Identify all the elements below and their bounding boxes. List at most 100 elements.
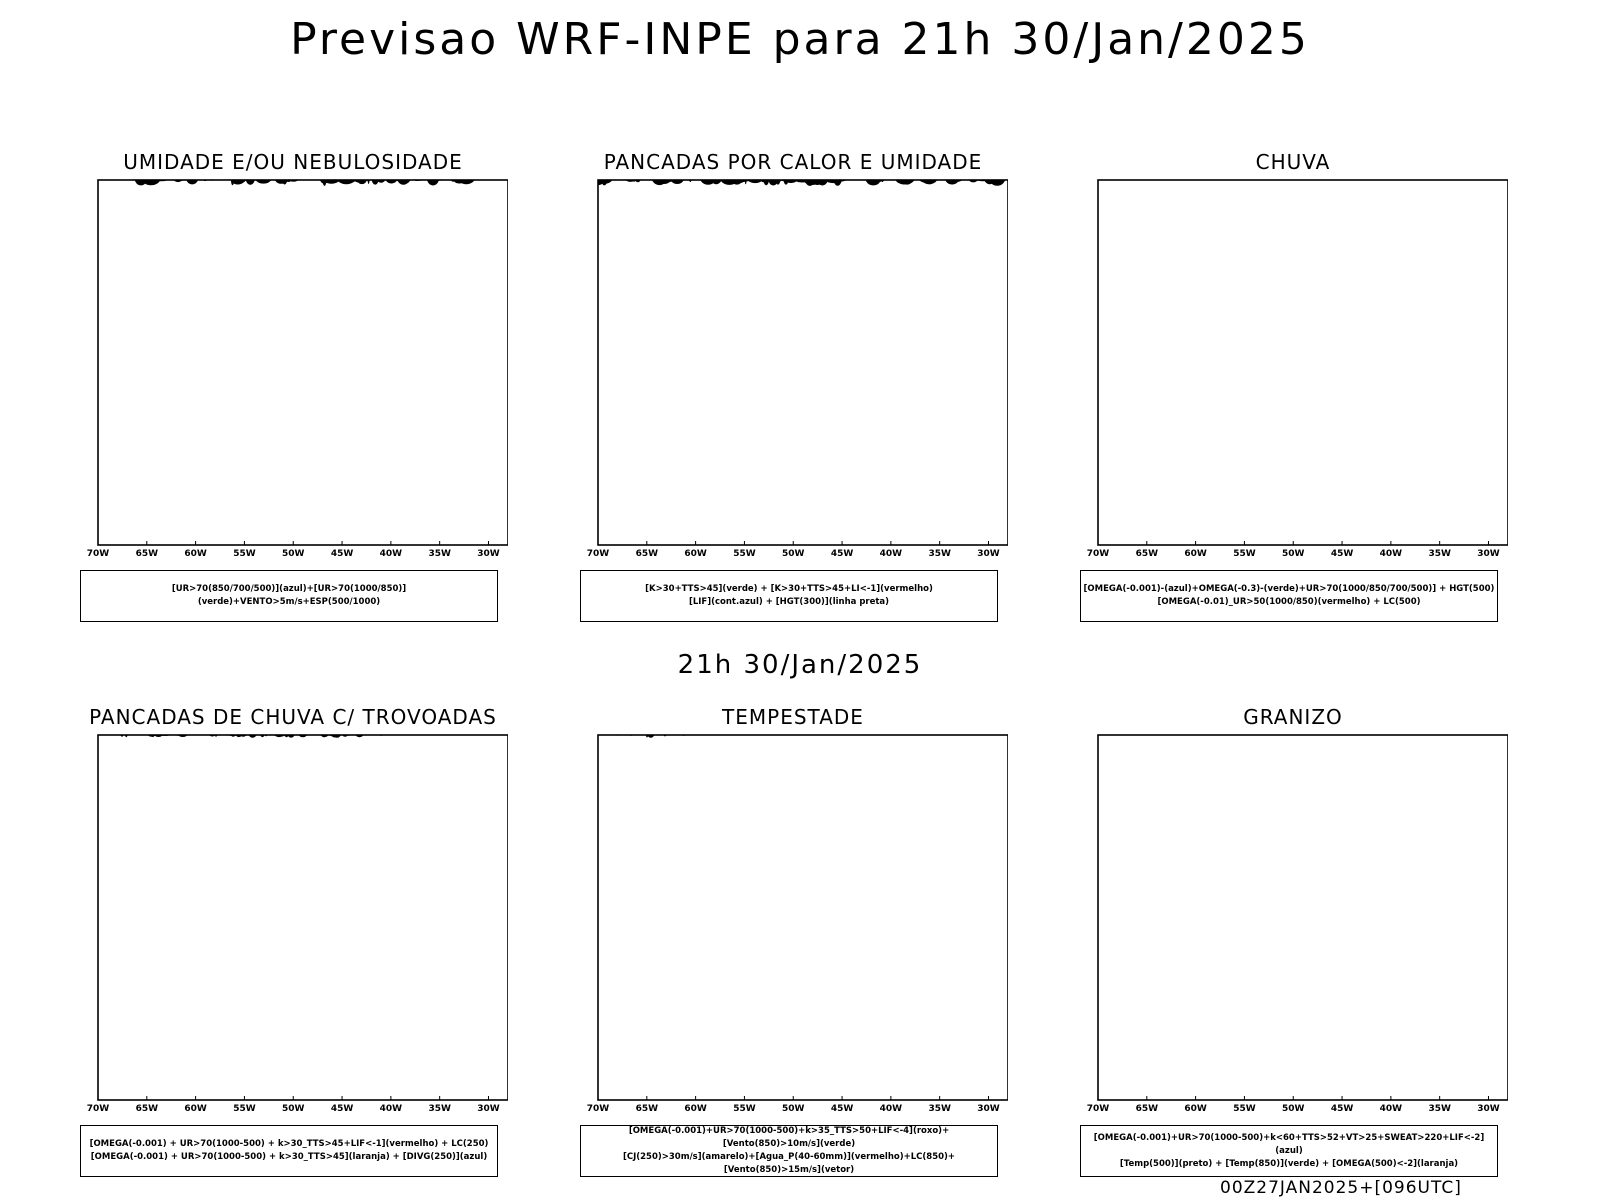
map-storm: 40404012S15S18S21S24S27S30S33S36S39S42S7… — [578, 733, 1008, 1123]
panel-legend: [OMEGA(-0.001)-(azul)+OMEGA(-0.3)-(verde… — [1080, 570, 1498, 622]
28 — [245, 180, 255, 185]
28 — [194, 178, 199, 179]
3 — [1111, 733, 1113, 734]
6 — [1328, 178, 1330, 179]
panel-legend: [K>30+TTS>45](verde) + [K>30+TTS>45+LI<-… — [580, 570, 998, 622]
6 — [411, 733, 415, 734]
map-thunderstorm-showers: 12S15S18S21S24S27S30S33S36S39S42S70W65W6… — [78, 733, 508, 1123]
6 — [1172, 178, 1175, 179]
3 — [1233, 733, 1235, 734]
3 — [1116, 733, 1118, 734]
6 — [1145, 178, 1147, 179]
x-tick-label: 70W — [587, 549, 610, 559]
6 — [1279, 178, 1281, 179]
3 — [1128, 733, 1130, 734]
x-tick-label: 55W — [1233, 549, 1256, 559]
panel-legend: [OMEGA(-0.001) + UR>70(1000-500) + k>30_… — [80, 1125, 498, 1177]
14 — [328, 178, 337, 179]
x-tick-label: 35W — [1428, 1104, 1451, 1114]
x-tick-label: 55W — [733, 1104, 756, 1114]
3 — [1168, 733, 1170, 734]
x-tick-label: 50W — [282, 549, 305, 559]
7 — [1357, 178, 1360, 179]
panel-rain: CHUVA 58258558212S15S18S21S24S27S30S33S3… — [1078, 150, 1508, 622]
22 — [951, 178, 954, 179]
x-tick-label: 65W — [136, 1104, 159, 1114]
26 — [812, 178, 831, 179]
3 — [1120, 733, 1122, 734]
18 — [208, 733, 214, 734]
11 — [1146, 178, 1148, 179]
panel-title: UMIDADE E/OU NEBULOSIDADE — [123, 150, 463, 174]
11 — [1417, 178, 1419, 179]
3 — [1118, 733, 1120, 734]
14 — [636, 733, 646, 734]
6 — [1292, 178, 1295, 179]
22 — [926, 178, 930, 179]
3 — [1330, 733, 1332, 734]
7 — [1208, 178, 1211, 179]
map-canvas: 58258558212S15S18S21S24S27S30S33S36S39S4… — [1087, 178, 1508, 559]
6 — [461, 733, 464, 734]
main-title: Previsao WRF-INPE para 21h 30/Jan/2025 — [290, 14, 1310, 65]
26 — [652, 180, 667, 186]
7 — [1359, 178, 1362, 179]
7 — [1353, 178, 1357, 179]
11 — [1432, 178, 1438, 179]
11 — [1260, 178, 1265, 179]
map-frame — [97, 734, 508, 1101]
6 — [1399, 178, 1403, 179]
7 — [1242, 178, 1245, 179]
6 — [1436, 178, 1440, 179]
x-tick-label: 30W — [477, 549, 500, 559]
7 — [1394, 178, 1397, 179]
9 — [443, 733, 448, 734]
6 — [444, 733, 447, 734]
3 — [140, 733, 142, 734]
x-tick-label: 55W — [233, 1104, 256, 1114]
28 — [458, 180, 475, 185]
7 — [1263, 178, 1267, 179]
7 — [1269, 178, 1272, 179]
28 — [186, 180, 198, 185]
6 — [409, 733, 412, 734]
11 — [1141, 178, 1143, 179]
28 — [134, 180, 148, 186]
x-tick-label: 55W — [233, 549, 256, 559]
28 — [350, 178, 356, 179]
28 — [322, 180, 340, 184]
forecast-run-label: 00Z27JAN2025+[096UTC] — [1220, 1178, 1462, 1198]
x-tick-label: 40W — [1380, 1104, 1403, 1114]
panel-hail: GRANIZO 21-12-1512S15S18S21S24S27S30S33S… — [1078, 705, 1508, 1177]
3 — [1103, 733, 1105, 734]
11 — [1426, 178, 1430, 179]
6 — [444, 733, 446, 734]
x-tick-label: 35W — [428, 1104, 451, 1114]
7 — [1261, 178, 1263, 179]
7 — [1423, 178, 1425, 179]
7 — [1289, 178, 1291, 179]
3 — [1306, 733, 1308, 734]
panel-title: PANCADAS DE CHUVA C/ TROVOADAS — [89, 705, 497, 729]
3 — [184, 733, 186, 734]
x-tick-label: 30W — [977, 1104, 1000, 1114]
14 — [731, 178, 738, 179]
11 — [1262, 178, 1265, 179]
x-tick-label: 70W — [87, 1104, 110, 1114]
7 — [1410, 178, 1414, 179]
7 — [1208, 178, 1212, 179]
7 — [1231, 178, 1235, 179]
3 — [123, 733, 125, 734]
x-tick-label: 50W — [782, 1104, 805, 1114]
x-tick-label: 60W — [684, 549, 707, 559]
26 — [793, 178, 807, 179]
26 — [670, 180, 684, 184]
7 — [1411, 178, 1414, 179]
6 — [1368, 178, 1372, 179]
6 — [1400, 178, 1403, 179]
x-tick-label: 60W — [1184, 549, 1207, 559]
26 — [731, 180, 743, 185]
11 — [1259, 178, 1262, 179]
x-tick-label: 65W — [636, 549, 659, 559]
7 — [1250, 178, 1252, 179]
